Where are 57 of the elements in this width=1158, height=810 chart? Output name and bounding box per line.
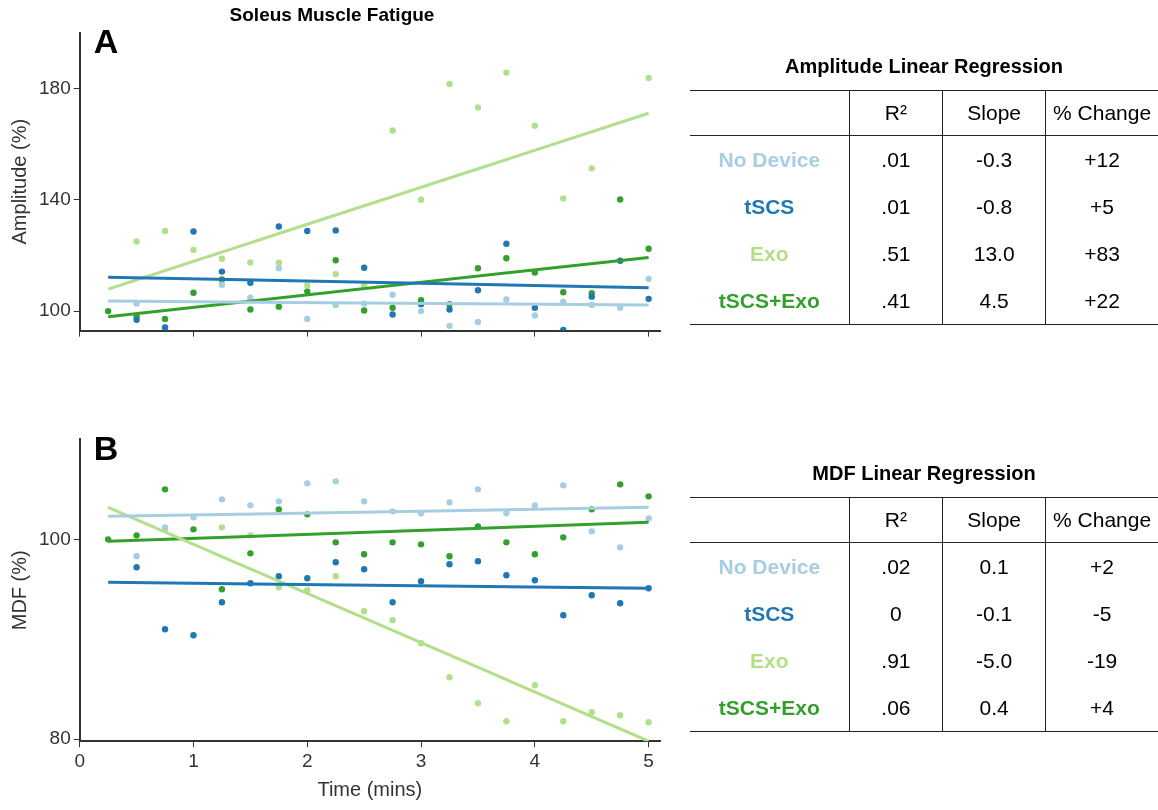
x-tick-label: 0 (74, 749, 85, 771)
x-tick-label: 4 (529, 749, 541, 771)
category-label: Exo (750, 648, 789, 672)
text: +2 (1090, 554, 1115, 578)
category-label: No Device (718, 554, 821, 578)
text: .06 (881, 695, 911, 719)
category-label: tSCS (744, 194, 795, 218)
text: 0 (890, 601, 902, 625)
text: -5.0 (976, 648, 1013, 672)
text: MDF Linear Regression (811, 462, 1037, 485)
y-axis-title: Amplitude (%) (7, 118, 30, 245)
text: Amplitude Linear Regression (784, 55, 1064, 78)
text: 0.1 (979, 554, 1009, 578)
x-tick-label: 3 (415, 749, 427, 771)
text: +12 (1084, 147, 1120, 171)
y-axis-title: MDF (%) (7, 550, 30, 631)
y-tick-label: 140 (39, 188, 71, 210)
text: 0.4 (979, 695, 1009, 719)
x-axis-title: Time (mins) (317, 777, 423, 800)
text: 4.5 (979, 288, 1009, 312)
annotation: B (93, 428, 119, 467)
category-label: tSCS+Exo (718, 288, 820, 312)
chart-title: Soleus Muscle Fatigue (229, 3, 435, 25)
y-tick-label: 80 (49, 727, 71, 749)
category-label: R² (849, 90, 943, 136)
category-label: Slope (942, 90, 1046, 136)
text: .01 (881, 147, 911, 171)
x-tick-label: 2 (301, 749, 313, 771)
text: +22 (1084, 288, 1120, 312)
category-label: No Device (718, 147, 821, 171)
text: -5 (1092, 601, 1112, 625)
text: -0.3 (976, 147, 1013, 171)
annotation: A (93, 22, 119, 61)
text: 13.0 (973, 241, 1015, 265)
category-label: tSCS (744, 601, 795, 625)
text: +5 (1090, 194, 1115, 218)
y-tick-label: 180 (39, 76, 71, 98)
category-label: R² (849, 497, 943, 543)
x-tick-label: 1 (188, 749, 199, 771)
text: +83 (1084, 241, 1120, 265)
text: .41 (881, 288, 911, 312)
text: -19 (1086, 648, 1118, 672)
category-label: tSCS+Exo (718, 695, 820, 719)
text: .91 (881, 648, 911, 672)
text: -0.1 (976, 601, 1013, 625)
category-label: Exo (750, 241, 789, 265)
text: .01 (881, 194, 911, 218)
category-label: Slope (942, 497, 1046, 543)
text: -0.8 (976, 194, 1013, 218)
x-tick-label: 5 (643, 749, 654, 771)
text: .02 (881, 554, 911, 578)
text: .51 (881, 241, 911, 265)
y-tick-label: 100 (39, 299, 71, 321)
category-label: % Change (1045, 497, 1158, 543)
text: +4 (1090, 695, 1115, 719)
y-tick-label: 100 (39, 527, 71, 549)
category-label: % Change (1045, 90, 1158, 136)
